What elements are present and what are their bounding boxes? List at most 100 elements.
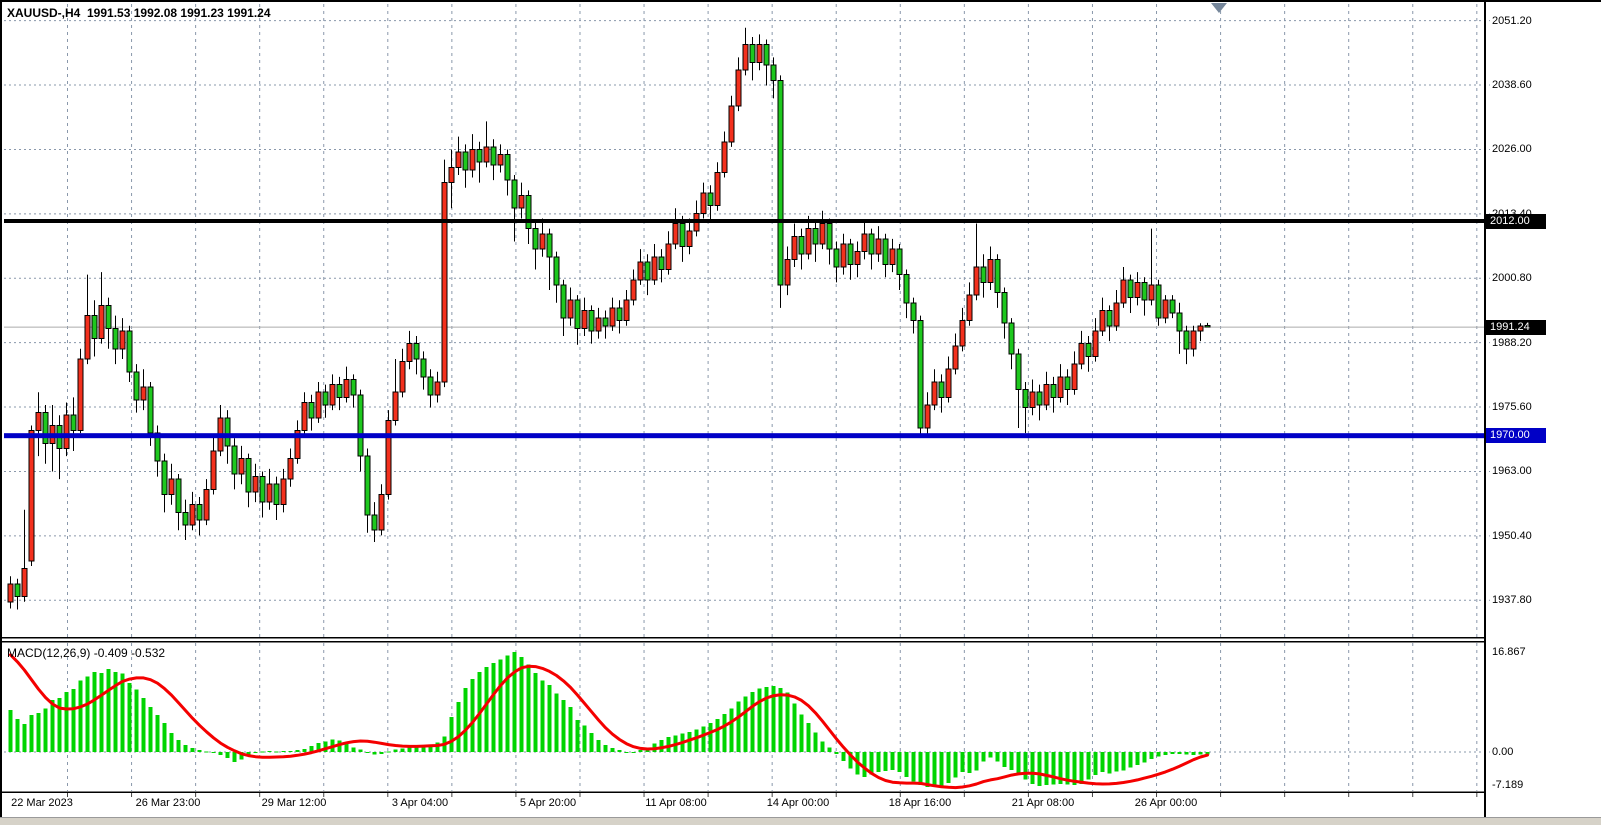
candle-body <box>77 358 84 432</box>
macd-histogram-bar <box>813 732 818 752</box>
macd-histogram-bar <box>967 752 972 773</box>
candle-body <box>987 258 994 283</box>
candle-body <box>1015 353 1022 391</box>
candle-body <box>994 258 1001 294</box>
candle-body <box>644 261 651 281</box>
macd-histogram-bar <box>708 722 713 752</box>
macd-histogram-bar <box>533 673 538 752</box>
macd-histogram-bar <box>85 676 90 752</box>
macd-histogram-bar <box>211 752 216 754</box>
candle-body <box>861 233 868 253</box>
candle-body <box>322 391 329 406</box>
time-axis-label: 5 Apr 20:00 <box>519 797 577 809</box>
macd-histogram-bar <box>71 689 76 752</box>
candle-body <box>1169 299 1176 314</box>
price-axis-tick: 2038.60 <box>1492 79 1532 92</box>
macd-histogram-bar <box>596 740 601 752</box>
chart-shift-marker-icon[interactable] <box>1211 3 1227 13</box>
macd-histogram-bar <box>1037 752 1042 786</box>
time-axis-label: 26 Apr 00:00 <box>1134 797 1198 809</box>
candle-body <box>910 302 917 322</box>
macd-histogram-bar <box>1163 752 1168 755</box>
macd-histogram-bar <box>393 749 398 752</box>
candle-body <box>889 248 896 265</box>
macd-histogram-bar <box>722 714 727 752</box>
candle-body <box>441 182 448 383</box>
candle-body <box>1183 330 1190 350</box>
macd-histogram-bar <box>22 724 27 752</box>
macd-histogram-bar <box>575 719 580 752</box>
candle-body <box>833 248 840 268</box>
macd-histogram-bar <box>981 752 986 762</box>
candle-body <box>84 315 91 360</box>
macd-histogram-bar <box>771 686 776 752</box>
candle-body <box>70 414 77 432</box>
macd-histogram-bar <box>141 698 146 752</box>
candle-body <box>399 361 406 393</box>
candle-body <box>630 279 637 301</box>
candle-body <box>784 258 791 286</box>
macd-histogram-bar <box>701 726 706 752</box>
macd-histogram-bar <box>316 743 321 752</box>
macd-histogram-bar <box>561 699 566 752</box>
candle-body <box>112 327 119 350</box>
candle-body <box>525 194 532 230</box>
macd-histogram-bar <box>554 693 559 752</box>
macd-histogram-bar <box>274 751 279 753</box>
candle-body <box>700 192 707 214</box>
candle-body <box>1036 391 1043 406</box>
macd-histogram-bar <box>729 708 734 752</box>
support-line-1970[interactable] <box>4 433 1484 439</box>
macd-histogram-bar <box>435 742 440 752</box>
candle-body <box>714 171 721 207</box>
candle-body <box>952 345 959 370</box>
price-axis-tick: 1963.00 <box>1492 465 1532 478</box>
candle-body <box>945 368 952 398</box>
resistance-line-2012[interactable] <box>4 219 1484 223</box>
macd-histogram-bar <box>1142 752 1147 763</box>
macd-histogram-bar <box>162 722 167 752</box>
macd-histogram-bar <box>547 685 552 752</box>
candle-body <box>595 317 602 332</box>
macd-histogram-bar <box>848 752 853 769</box>
macd-histogram-bar <box>792 703 797 752</box>
candle-body <box>434 381 441 396</box>
macd-histogram-bar <box>526 664 531 752</box>
macd-histogram-bar <box>64 692 69 752</box>
candle-body <box>1197 325 1204 332</box>
candle-body <box>343 378 350 398</box>
candle-body <box>875 238 882 255</box>
candle-body <box>567 299 574 319</box>
macd-histogram-bar <box>1205 752 1210 755</box>
macd-histogram-bar <box>1030 752 1035 785</box>
candle-body <box>665 243 672 271</box>
candle-body <box>182 511 189 526</box>
macd-histogram <box>8 651 1210 787</box>
macd-histogram-bar <box>568 706 573 752</box>
candle-body <box>98 304 105 340</box>
macd-histogram-bar <box>827 747 832 752</box>
candle-body <box>882 238 889 265</box>
macd-histogram-bar <box>470 679 475 752</box>
macd-histogram-bar <box>540 680 545 752</box>
candle-body <box>791 235 798 260</box>
candle-body <box>1001 292 1008 324</box>
candle-body <box>1085 343 1092 357</box>
macd-histogram-bar <box>1023 752 1028 780</box>
macd-histogram-bar <box>834 752 839 754</box>
macd-axis-tick: 16.867 <box>1492 646 1526 658</box>
candle-body <box>546 233 553 258</box>
candle-body <box>1204 325 1211 328</box>
price-axis-tick: 2026.00 <box>1492 143 1532 156</box>
candle-body <box>455 151 462 168</box>
macd-histogram-bar <box>113 671 118 752</box>
macd-histogram-bar <box>1058 752 1063 785</box>
candle-body <box>336 384 343 398</box>
price-badge-1970.00: 1970.00 <box>1486 428 1546 444</box>
candle-body <box>616 307 623 322</box>
macd-histogram-bar <box>519 657 524 752</box>
candle-body <box>686 230 693 248</box>
macd-histogram-bar <box>883 752 888 771</box>
macd-histogram-bar <box>358 749 363 752</box>
